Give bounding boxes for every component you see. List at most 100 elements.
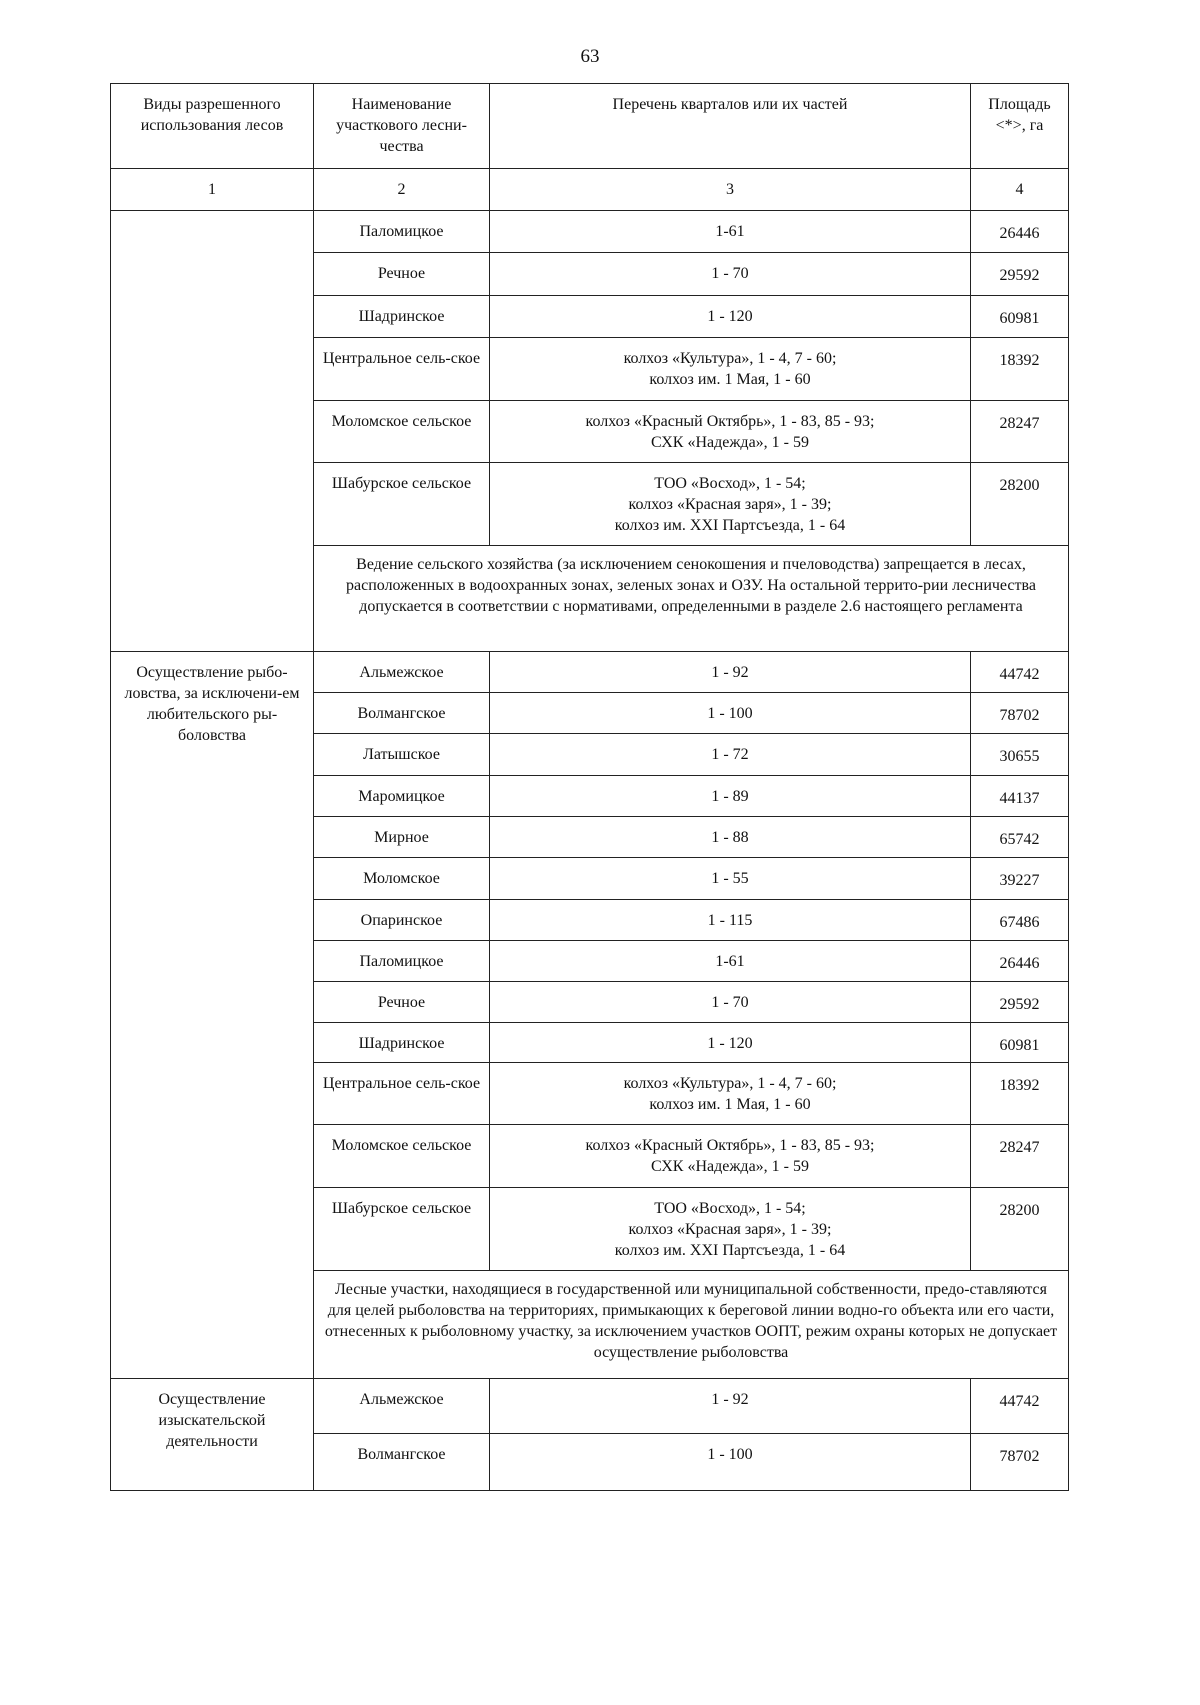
area-ha: 65742	[970, 816, 1069, 858]
forestry-name: Паломицкое	[313, 940, 490, 982]
quarters-list: 1 - 92	[489, 1378, 971, 1434]
quarters-list: 1 - 70	[489, 252, 971, 296]
quarters-list: 1 - 92	[489, 651, 971, 693]
forestry-name: Речное	[313, 981, 490, 1023]
quarters-list: колхоз «Красный Октябрь», 1 - 83, 85 - 9…	[489, 1124, 971, 1188]
area-ha: 29592	[970, 252, 1069, 296]
quarters-list: 1 - 72	[489, 733, 971, 776]
table-row: Моломское сельское колхоз «Красный Октябр…	[111, 1124, 1069, 1188]
use-type-cell: Осуществление рыбо-ловства, за исключени…	[110, 651, 314, 1379]
header-col4: Площадь <*>, га	[970, 83, 1069, 169]
table-row: Шабурское сельское ТОО «Восход», 1 - 54; …	[111, 1187, 1069, 1271]
forest-use-table: Виды разрешенного использования лесов На…	[110, 83, 1069, 1491]
area-ha: 44742	[970, 1378, 1069, 1434]
area-ha: 28247	[970, 400, 1069, 463]
header-row: Виды разрешенного использования лесов На…	[110, 83, 1069, 169]
quarters-list: 1 - 70	[489, 981, 971, 1023]
forestry-name: Центральное сель-ское	[313, 337, 490, 401]
quarters-list: 1 - 89	[489, 775, 971, 817]
area-ha: 30655	[970, 733, 1069, 776]
table-row: Осуществление изыскательской деятельност…	[110, 1378, 1069, 1491]
forestry-name: Моломское сельское	[313, 1124, 490, 1188]
quarters-list: 1 - 55	[489, 857, 971, 900]
col-number: 3	[489, 168, 971, 211]
quarters-list: 1-61	[489, 210, 971, 253]
table-row: Речное 1 - 70 29592	[111, 252, 1069, 296]
area-ha: 26446	[970, 210, 1069, 253]
table-row: Мирное 1 - 88 65742	[111, 816, 1069, 858]
area-ha: 28247	[970, 1124, 1069, 1188]
forestry-name: Латышское	[313, 733, 490, 776]
area-ha: 44137	[970, 775, 1069, 817]
note-text: Лесные участки, находящиеся в государств…	[313, 1270, 1069, 1379]
note-row: Лесные участки, находящиеся в государств…	[111, 1270, 1069, 1379]
col-number: 1	[110, 168, 314, 211]
table-row: Паломицкое 1-61 26446	[110, 210, 1069, 652]
forestry-name: Маромицкое	[313, 775, 490, 817]
area-ha: 60981	[970, 295, 1069, 338]
area-ha: 29592	[970, 981, 1069, 1023]
table-row: Центральное сель-ское колхоз «Культура», …	[111, 337, 1069, 401]
note-row: Ведение сельского хозяйства (за исключен…	[111, 545, 1069, 652]
area-ha: 18392	[970, 337, 1069, 401]
quarters-list: 1 - 120	[489, 295, 971, 338]
forestry-name: Волмангское	[313, 692, 490, 734]
col-number: 4	[970, 168, 1069, 211]
forestry-name: Волмангское	[313, 1433, 490, 1491]
quarters-list: колхоз «Красный Октябрь», 1 - 83, 85 - 9…	[489, 400, 971, 463]
note-text: Ведение сельского хозяйства (за исключен…	[313, 545, 1069, 652]
page-number: 63	[580, 46, 600, 67]
forestry-name: Паломицкое	[313, 210, 490, 253]
quarters-list: 1 - 120	[489, 1022, 971, 1063]
quarters-list: 1 - 115	[489, 899, 971, 941]
forestry-name: Центральное сель-ское	[313, 1062, 490, 1125]
forestry-name: Опаринское	[313, 899, 490, 941]
table-row: Опаринское 1 - 115 67486	[111, 899, 1069, 941]
table-row: Паломицкое 1-61 26446	[111, 940, 1069, 982]
forestry-name: Шадринское	[313, 1022, 490, 1063]
area-ha: 18392	[970, 1062, 1069, 1125]
table-row: Моломское 1 - 55 39227	[111, 857, 1069, 900]
quarters-list: ТОО «Восход», 1 - 54; колхоз «Красная за…	[489, 1187, 971, 1271]
forestry-name: Альмежское	[313, 1378, 490, 1434]
forestry-name: Шабурское сельское	[313, 1187, 490, 1271]
area-ha: 78702	[970, 692, 1069, 734]
header-col3: Перечень кварталов или их частей	[489, 83, 971, 169]
area-ha: 44742	[970, 651, 1069, 693]
table-row: Волмангское 1 - 100 78702	[111, 692, 1069, 734]
table-row: Осуществление рыбо-ловства, за исключени…	[110, 651, 1069, 1379]
table-row: Шадринское 1 - 120 60981	[111, 1022, 1069, 1063]
quarters-list: 1 - 100	[489, 1433, 971, 1491]
forestry-name: Шадринское	[313, 295, 490, 338]
table-row: Шадринское 1 - 120 60981	[111, 295, 1069, 338]
col-number: 2	[313, 168, 490, 211]
quarters-list: 1-61	[489, 940, 971, 982]
area-ha: 67486	[970, 899, 1069, 941]
forestry-name: Шабурское сельское	[313, 462, 490, 546]
forestry-name: Альмежское	[313, 651, 490, 693]
header-col2: Наименование участкового лесни-чества	[313, 83, 490, 169]
use-type-cell: Осуществление изыскательской деятельност…	[110, 1378, 314, 1491]
area-ha: 28200	[970, 1187, 1069, 1271]
area-ha: 78702	[970, 1433, 1069, 1491]
header-col1: Виды разрешенного использования лесов	[110, 83, 314, 169]
quarters-list: колхоз «Культура», 1 - 4, 7 - 60; колхоз…	[489, 1062, 971, 1125]
table-row: Шабурское сельское ТОО «Восход», 1 - 54; …	[111, 462, 1069, 546]
quarters-list: колхоз «Культура», 1 - 4, 7 - 60; колхоз…	[489, 337, 971, 401]
table-row: Моломское сельское колхоз «Красный Октябр…	[111, 400, 1069, 463]
use-type-cell	[110, 210, 314, 652]
forestry-name: Мирное	[313, 816, 490, 858]
area-ha: 39227	[970, 857, 1069, 900]
table-row: Маромицкое 1 - 89 44137	[111, 775, 1069, 817]
forestry-name: Моломское	[313, 857, 490, 900]
area-ha: 28200	[970, 462, 1069, 546]
quarters-list: ТОО «Восход», 1 - 54; колхоз «Красная за…	[489, 462, 971, 546]
forestry-name: Моломское сельское	[313, 400, 490, 463]
column-number-row: 1 2 3 4	[110, 168, 1069, 211]
quarters-list: 1 - 100	[489, 692, 971, 734]
forestry-name: Речное	[313, 252, 490, 296]
area-ha: 26446	[970, 940, 1069, 982]
quarters-list: 1 - 88	[489, 816, 971, 858]
area-ha: 60981	[970, 1022, 1069, 1063]
table-row: Волмангское 1 - 100 78702	[111, 1433, 1069, 1491]
